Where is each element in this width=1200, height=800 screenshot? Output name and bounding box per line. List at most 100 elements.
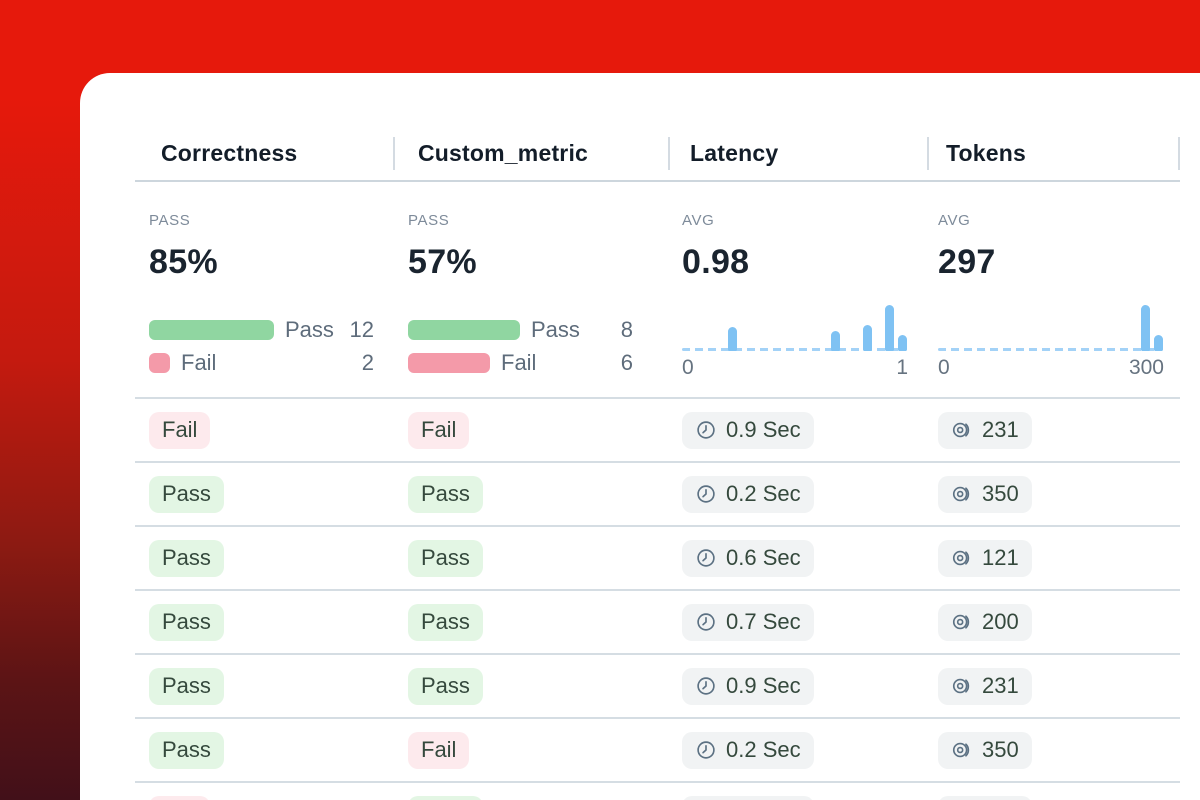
- tokens-value: 231: [982, 673, 1019, 698]
- histogram-bar: [884, 305, 894, 351]
- summary-value: 57%: [408, 243, 477, 281]
- table-row[interactable]: Pass Pass 0.9 Sec 231: [135, 653, 1180, 717]
- correctness-cell: Pass: [135, 655, 394, 717]
- correctness-cell: Pass: [135, 527, 394, 589]
- summary-value: 297: [938, 243, 996, 281]
- table-row[interactable]: Pass Pass 0.7 Sec 200: [135, 589, 1180, 653]
- latency-cell: 0.9 Sec: [669, 399, 928, 461]
- histogram-bar: [863, 325, 873, 351]
- status-badge: Fail: [408, 731, 470, 769]
- table-row[interactable]: Fail Fail 0.9 Sec 231: [135, 397, 1180, 461]
- tokens-badge: 121: [938, 795, 1032, 800]
- status-badge: Pass: [408, 603, 483, 641]
- latency-value: 0.9 Sec: [726, 673, 801, 698]
- status-badge: Fail: [149, 411, 211, 449]
- latency-value: 0.2 Sec: [726, 737, 801, 762]
- latency-badge: 0.2 Sec: [682, 475, 814, 513]
- results-table: Correctness Custom_metric Latency Tokens…: [135, 73, 1180, 800]
- tokens-histogram: [938, 303, 1164, 351]
- status-badge: Pass: [149, 603, 224, 641]
- custom-metric-cell: Pass: [394, 463, 669, 525]
- column-header-tokens: Tokens: [946, 140, 1027, 166]
- tokens-badge: 350: [938, 475, 1032, 513]
- latency-cell: 0.9 Sec: [669, 655, 928, 717]
- custom-metric-cell: Pass: [394, 591, 669, 653]
- legend-label: Fail: [501, 350, 537, 375]
- summary-label: PASS: [149, 212, 191, 229]
- custom-metric-cell: Pass: [394, 783, 669, 800]
- header-divider: [393, 137, 395, 170]
- latency-badge: 0.7 Sec: [682, 603, 814, 641]
- token-coin-icon: [951, 739, 973, 761]
- metrics-card: Correctness Custom_metric Latency Tokens…: [80, 73, 1200, 800]
- tokens-badge: 231: [938, 667, 1032, 705]
- table-row[interactable]: Fail Pass 0.6 Sec 121: [135, 781, 1180, 800]
- tokens-value: 350: [982, 481, 1019, 506]
- summary-value: 0.98: [682, 243, 750, 281]
- pass-fail-legend: Pass 8 Fail 6: [408, 317, 633, 375]
- latency-value: 0.9 Sec: [726, 417, 801, 442]
- status-badge: Pass: [408, 667, 483, 705]
- correctness-cell: Pass: [135, 591, 394, 653]
- legend-count: 12: [349, 317, 374, 342]
- tokens-cell: 350: [928, 719, 1180, 781]
- token-coin-icon: [951, 419, 973, 441]
- summary-label: PASS: [408, 212, 450, 229]
- custom-metric-cell: Pass: [394, 527, 669, 589]
- latency-cell: 0.2 Sec: [669, 719, 928, 781]
- summary-correctness: PASS 85% Pass 12 Fail 2: [135, 182, 394, 397]
- table-header-row: Correctness Custom_metric Latency Tokens: [135, 73, 1180, 182]
- latency-cell: 0.7 Sec: [669, 591, 928, 653]
- histogram-bar: [898, 335, 908, 351]
- table-row[interactable]: Pass Pass 0.6 Sec 121: [135, 525, 1180, 589]
- summary-custom-metric: PASS 57% Pass 8 Fail 6: [394, 182, 669, 397]
- correctness-cell: Pass: [135, 719, 394, 781]
- summary-label: AVG: [938, 212, 971, 229]
- status-badge: Fail: [408, 411, 470, 449]
- status-badge: Pass: [408, 475, 483, 513]
- status-badge: Pass: [149, 667, 224, 705]
- tokens-badge: 231: [938, 411, 1032, 449]
- legend-count: 2: [361, 350, 374, 375]
- latency-histogram: [682, 303, 908, 351]
- histogram-axis: 0 300: [938, 356, 1164, 380]
- tokens-badge: 350: [938, 731, 1032, 769]
- clock-icon: [695, 547, 717, 569]
- table-body: Fail Fail 0.9 Sec 231 Pass: [135, 397, 1180, 800]
- axis-max-label: 1: [896, 356, 908, 379]
- legend-item-pass: Pass 8: [408, 317, 633, 342]
- tokens-cell: 121: [928, 783, 1180, 800]
- tokens-value: 231: [982, 417, 1019, 442]
- legend-item-fail: Fail 6: [408, 350, 633, 375]
- latency-badge: 0.6 Sec: [682, 539, 814, 577]
- legend-label: Pass: [285, 317, 334, 342]
- tokens-value: 121: [982, 545, 1019, 570]
- clock-icon: [695, 675, 717, 697]
- header-divider: [927, 137, 929, 170]
- column-header-custom-metric: Custom_metric: [418, 140, 589, 166]
- legend-label: Fail: [181, 350, 217, 375]
- tokens-value: 200: [982, 609, 1019, 634]
- histogram-bar: [830, 331, 840, 351]
- column-header-latency: Latency: [690, 140, 779, 166]
- legend-label: Pass: [531, 317, 580, 342]
- clock-icon: [695, 483, 717, 505]
- table-row[interactable]: Pass Pass 0.2 Sec 350: [135, 461, 1180, 525]
- histogram-bar: [727, 327, 737, 351]
- clock-icon: [695, 739, 717, 761]
- header-divider: [1178, 137, 1180, 170]
- status-badge: Pass: [149, 731, 224, 769]
- column-header-correctness: Correctness: [161, 140, 298, 166]
- tokens-badge: 200: [938, 603, 1032, 641]
- summary-tokens: AVG 297 0 300: [928, 182, 1180, 397]
- tokens-value: 350: [982, 737, 1019, 762]
- tokens-cell: 231: [928, 655, 1180, 717]
- axis-max-label: 300: [1128, 356, 1164, 379]
- table-row[interactable]: Pass Fail 0.2 Sec 350: [135, 717, 1180, 781]
- header-divider: [668, 137, 670, 170]
- clock-icon: [695, 419, 717, 441]
- tokens-cell: 121: [928, 527, 1180, 589]
- custom-metric-cell: Fail: [394, 399, 669, 461]
- status-badge: Pass: [408, 539, 483, 577]
- legend-bar-pass: [408, 320, 520, 340]
